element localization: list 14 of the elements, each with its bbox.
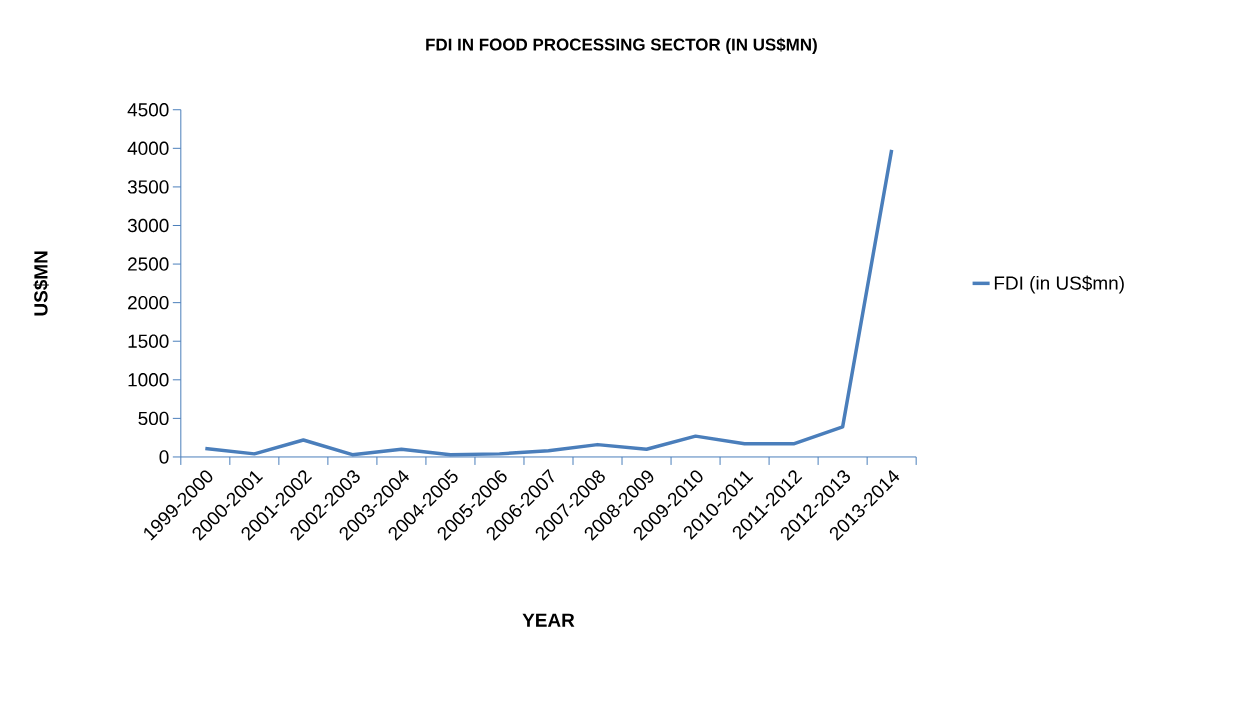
y-tick-label: 4000 (127, 141, 169, 155)
y-tick-label: 3000 (127, 218, 169, 232)
y-tick-label: 2500 (128, 257, 169, 271)
chart-title: FDI IN FOOD PROCESSING SECTOR (IN US$MN) (426, 37, 817, 54)
y-tick-label: 3500 (127, 179, 169, 194)
legend-label: FDI (in US$mn) (994, 275, 1124, 294)
y-tick-label: 1500 (128, 334, 169, 348)
y-tick-label: 1000 (128, 372, 169, 387)
y-axis-title: US$MN (33, 251, 49, 316)
y-tick-label: 0 (159, 450, 169, 464)
y-tick-label: 2000 (128, 295, 169, 310)
y-tick-label: 4500 (127, 102, 169, 117)
x-axis-title: YEAR (522, 613, 575, 627)
y-tick-label: 500 (138, 411, 169, 425)
